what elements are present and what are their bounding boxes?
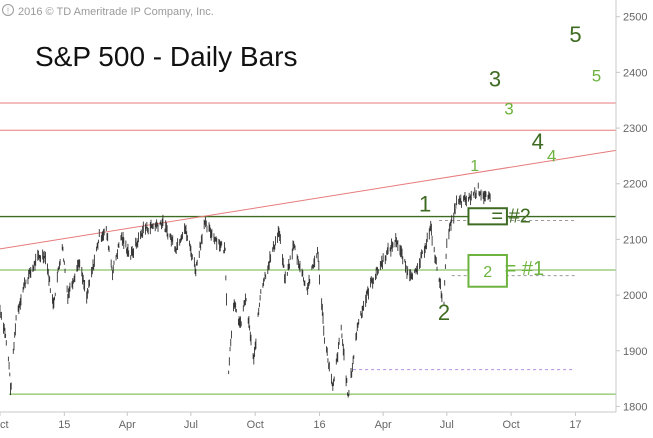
y-tick-label: 2100 [623,234,647,246]
wave-label: = #1 [505,258,544,280]
x-tick-label: Oct [247,419,264,431]
x-axis: Oct 15 Apr Jul Oct 16 Apr Jul Oct 17 [0,412,582,431]
wave-label: 2 [438,300,450,325]
x-tick-label: Oct [503,419,520,431]
wave-label: 5 [569,22,581,47]
target-box-1 [467,207,508,226]
x-tick-label: Oct [0,419,9,431]
chart-title: S&P 500 - Daily Bars [35,41,298,72]
info-icon-glyph: ! [7,7,9,16]
y-tick-label: 2000 [623,290,647,302]
target-boxes: 2 [467,207,508,288]
x-tick-label: 17 [569,419,581,431]
y-tick-label: 1800 [623,401,647,413]
info-icon [2,4,14,16]
wave-label: 5 [592,66,601,85]
y-tick-label: 2300 [623,123,647,135]
wave-label: 1 [470,158,479,175]
target-box-2 [467,253,508,288]
wave-label: 4 [547,146,556,165]
y-tick-label: 2500 [623,12,647,24]
target-box-label: 2 [483,264,492,281]
wave-label: = #2 [491,206,530,228]
y-tick-label: 2400 [623,67,647,79]
copyright-text: 2016 © TD Ameritrade IP Company, Inc. [18,6,214,18]
copyright-notice: ! 2016 © TD Ameritrade IP Company, Inc. [2,4,214,18]
x-tick-label: Apr [119,419,136,431]
wave-label: 1 [419,192,431,217]
y-tick-label: 1900 [623,346,647,358]
horizontal-levels [0,102,616,395]
y-axis: 1800 1900 2000 2100 2200 2300 2400 2500 [616,12,647,413]
x-tick-label: 16 [313,419,325,431]
wave-label: 3 [489,66,501,91]
x-tick-label: Jul [184,419,198,431]
wave-label: 4 [532,129,544,154]
x-tick-label: Jul [440,419,454,431]
y-tick-label: 2200 [623,179,647,191]
x-tick-label: Apr [375,419,392,431]
price-series [0,182,491,398]
x-tick-label: 15 [58,419,70,431]
wave-label: 3 [504,100,513,119]
